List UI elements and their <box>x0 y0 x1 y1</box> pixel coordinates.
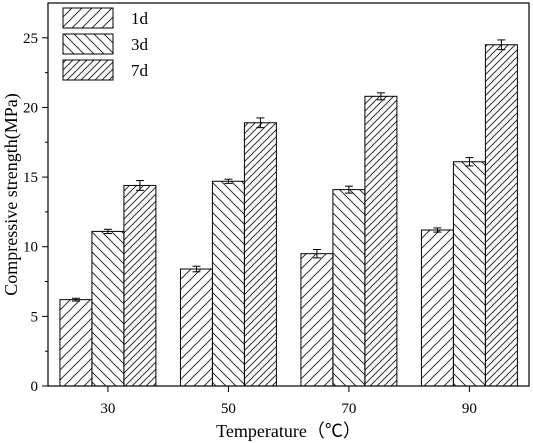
bar-1d-50 <box>179 268 213 387</box>
error-bar-1d-30 <box>71 297 80 302</box>
bar-7d-30 <box>123 184 157 387</box>
error-bar-3d-70 <box>344 185 353 194</box>
error-bar-1d-50 <box>192 265 201 273</box>
x-axis-title: Temperature（℃） <box>216 421 361 441</box>
error-bars-layer <box>71 39 506 302</box>
legend: 1d 3d 7d <box>62 7 149 81</box>
y-tick-label-0: 0 <box>31 379 39 395</box>
legend-label-3d: 3d <box>131 35 149 54</box>
y-tick-label-5: 5 <box>31 309 39 325</box>
plot-frame <box>47 2 530 387</box>
y-axis-title: Compressive strength(MPa) <box>1 93 22 295</box>
error-bar-7d-70 <box>376 92 385 101</box>
error-bar-3d-90 <box>465 157 474 167</box>
error-bar-1d-70 <box>312 249 321 259</box>
y-tick-label-25: 25 <box>23 31 38 47</box>
x-tick-label-30: 30 <box>100 401 115 417</box>
bar-1d-70 <box>300 253 334 387</box>
y-tick-label-15: 15 <box>23 170 38 186</box>
error-bar-7d-90 <box>497 39 506 51</box>
x-tick-label-70: 70 <box>341 401 356 417</box>
legend-label-1d: 1d <box>131 9 149 28</box>
y-tick-label-20: 20 <box>23 100 38 116</box>
bar-7d-90 <box>484 44 518 387</box>
error-bar-3d-50 <box>224 178 233 184</box>
x-tick-label-50: 50 <box>221 401 236 417</box>
bar-7d-70 <box>364 95 398 387</box>
error-bar-7d-30 <box>135 180 144 191</box>
legend-item-3d: 3d <box>62 33 149 55</box>
bar-1d-30 <box>59 299 93 387</box>
legend-item-7d: 7d <box>62 59 149 81</box>
bars-layer <box>59 44 518 387</box>
y-tick-label-10: 10 <box>23 240 38 256</box>
bar-1d-90 <box>420 229 454 387</box>
legend-swatch-7d <box>62 59 114 81</box>
bar-3d-70 <box>332 189 366 387</box>
error-bar-7d-50 <box>256 117 265 129</box>
axes-layer: 0 5 10 15 20 25 30 50 70 90 <box>23 2 530 417</box>
bar-3d-50 <box>211 180 245 387</box>
x-tick-label-90: 90 <box>462 401 477 417</box>
legend-item-1d: 1d <box>62 7 149 29</box>
bar-3d-90 <box>452 161 486 387</box>
legend-swatch-3d <box>62 33 114 55</box>
error-bar-3d-30 <box>103 228 112 234</box>
legend-swatch-1d <box>62 7 114 29</box>
bar-7d-50 <box>243 122 277 387</box>
bar-3d-30 <box>91 230 125 387</box>
error-bar-1d-90 <box>433 227 442 233</box>
legend-label-7d: 7d <box>131 61 149 80</box>
